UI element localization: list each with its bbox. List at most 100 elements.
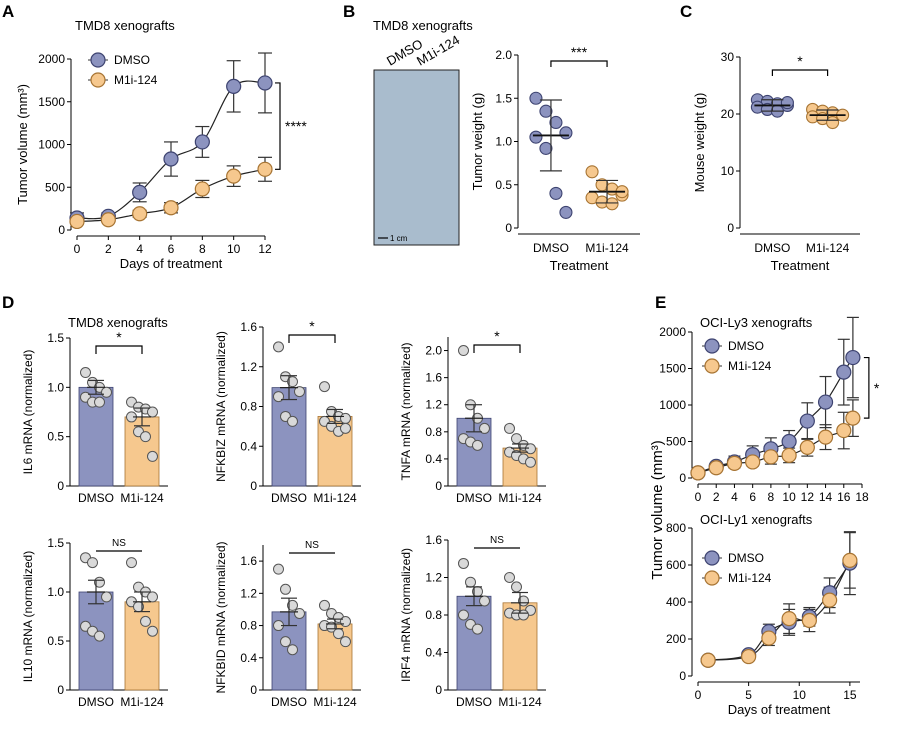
chart-d-5-point <box>273 563 284 575</box>
chart-e-top-legend-marker <box>704 358 720 374</box>
chart-b: 0 0.5 1.0 1.5 2.0 DMSO M1i-124 Treatment Tumor w… <box>470 44 640 273</box>
chart-d-2-y-tick-label: 0 <box>250 479 257 493</box>
chart-d-2-point <box>340 412 351 424</box>
chart-a-point <box>69 213 85 230</box>
chart-d-5-point <box>287 599 298 611</box>
chart-d-5-y-tick-label: 1.2 <box>240 586 257 600</box>
chart-b-x-label: Treatment <box>550 258 609 273</box>
chart-d-1-y-tick-label: 0.5 <box>47 430 64 444</box>
chart-d-5-category-label: M1i-124 <box>313 695 357 709</box>
chart-e-top-x-tick-label: 10 <box>782 490 796 504</box>
chart-d-5-y-label: NFKBID mRNA (normalized) <box>214 541 228 693</box>
chart-d-4-sig-label: NS <box>112 538 126 549</box>
chart-e-bottom-x-tick-label: 10 <box>793 688 807 702</box>
scale-bar-label: 1 cm <box>390 234 408 243</box>
chart-d-6-y-tick-label: 1.6 <box>425 533 442 547</box>
chart-e-top-point <box>708 460 724 476</box>
chart-d-1-point <box>140 431 151 443</box>
chart-c-y-tick-label: 20 <box>721 107 735 121</box>
chart-b-point <box>539 104 553 118</box>
chart-a-point <box>163 200 179 216</box>
chart-d-1-y-tick-label: 1.5 <box>47 331 64 345</box>
chart-d-1-y-tick-label: 1.0 <box>47 380 64 394</box>
chart-e-top-point <box>817 429 834 445</box>
chart-d-6-point <box>504 572 515 583</box>
chart-b-sig-label: *** <box>571 44 588 60</box>
chart-c-point <box>826 116 840 130</box>
chart-d-5-point <box>326 621 337 633</box>
chart-b-category-label: M1i-124 <box>585 241 629 255</box>
chart-d-5-point <box>340 636 351 648</box>
chart-e-top-point <box>726 455 743 471</box>
photo-label-m1i: M1i-124 <box>414 32 462 68</box>
chart-e-bottom-title: OCI-Ly1 xenografts <box>700 512 813 527</box>
chart-d-6-y-tick-label: 0.8 <box>425 608 442 622</box>
chart-e-top-point <box>745 454 761 470</box>
panel-label-d: D <box>2 293 14 312</box>
chart-c-x-label: Treatment <box>771 258 830 273</box>
chart-a-x-tick-label: 4 <box>136 242 143 256</box>
chart-b-point <box>529 91 543 105</box>
chart-e-bottom: OCI-Ly1 xenografts 0 200 400 600 800 0 5 10 15 Day… <box>666 512 860 717</box>
chart-e-top-series-line <box>697 357 854 474</box>
panel-label-b: B <box>343 2 355 21</box>
chart-b-title: TMD8 xenografts <box>373 18 473 33</box>
chart-a-x-label: Days of treatment <box>120 256 223 271</box>
chart-a-sig-bracket <box>275 82 281 170</box>
chart-a-x-tick-label: 12 <box>258 242 272 256</box>
chart-d-6-point <box>458 609 469 621</box>
chart-d-6-point <box>465 576 476 588</box>
chart-e-bottom-y-tick-label: 400 <box>666 595 686 609</box>
chart-d-2-point <box>287 415 298 427</box>
chart-d-2-point <box>287 376 298 388</box>
chart-a: TMD8 xenografts 0 500 1000 1500 2000 0 2 4 6 8 10 12… <box>15 18 307 271</box>
chart-e-top-x-tick-label: 12 <box>801 490 815 504</box>
chart-e-top-point <box>799 439 815 455</box>
chart-d-4-point <box>147 591 158 603</box>
chart-d-4-y-tick-label: 1.0 <box>47 585 64 599</box>
chart-d-5: 0 0.4 0.8 1.2 1.6 NFKBID mRNA (normalized) DMS… <box>214 540 361 709</box>
chart-d-5-point <box>287 644 298 656</box>
chart-e-bottom-legend-marker <box>704 570 720 586</box>
chart-d-4-point <box>101 591 112 603</box>
chart-d-5-point <box>319 599 330 611</box>
chart-e-top-x-tick-label: 4 <box>731 490 738 504</box>
chart-c-category-label: M1i-124 <box>806 241 850 255</box>
chart-b-y-label: Tumor weight (g) <box>470 93 485 191</box>
chart-d-4-point <box>87 557 98 569</box>
chart-e-bottom-x-tick-label: 15 <box>843 688 857 702</box>
chart-a-x-tick-label: 0 <box>74 242 81 256</box>
chart-e-top-point <box>781 447 797 463</box>
chart-e-top-point <box>836 364 852 380</box>
chart-a-x-tick-label: 8 <box>199 242 206 256</box>
chart-d-6: 0 0.4 0.8 1.2 1.6 IRF4 mRNA (normalized) DMSO M… <box>399 533 546 709</box>
chart-e-top-y-tick-label: 2000 <box>659 325 686 339</box>
chart-b-point <box>539 141 553 155</box>
chart-a-title: TMD8 xenografts <box>75 18 175 33</box>
chart-d-3-y-tick-label: 0.4 <box>425 452 442 466</box>
chart-d-5-y-tick-label: 1.6 <box>240 554 257 568</box>
chart-e-bottom-y-tick-label: 200 <box>666 632 686 646</box>
chart-e-top-legend-label: M1i-124 <box>728 359 772 373</box>
chart-e-bottom-y-tick-label: 600 <box>666 558 686 572</box>
chart-d-6-point <box>518 609 529 621</box>
chart-d-1-sig-label: * <box>116 329 122 345</box>
chart-d-3-y-tick-label: 2.0 <box>425 344 442 358</box>
chart-e-bottom-x-tick-label: 0 <box>695 688 702 702</box>
chart-c-y-tick-label: 0 <box>727 221 734 235</box>
chart-d-4-point <box>126 557 137 569</box>
chart-d-2-y-tick-label: 1.6 <box>240 320 257 334</box>
chart-b-point <box>549 186 563 200</box>
chart-a-point <box>194 181 210 197</box>
chart-e-bottom-point <box>822 592 838 608</box>
chart-d-2-point <box>294 386 305 398</box>
chart-d-1-y-label: IL6 mRNA (normalized) <box>21 350 35 475</box>
chart-d-6-point <box>479 595 490 607</box>
chart-e-top-point <box>845 410 861 426</box>
chart-d-2: 0 0.4 0.8 1.2 1.6 NFKBIZ mRNA (normalized) DMS… <box>214 318 361 505</box>
chart-b-point <box>559 126 573 140</box>
chart-b-y-tick-label: 1.5 <box>495 91 512 105</box>
chart-e-bottom-y-tick-label: 800 <box>666 521 686 535</box>
chart-d-3-sig-label: * <box>494 328 500 344</box>
